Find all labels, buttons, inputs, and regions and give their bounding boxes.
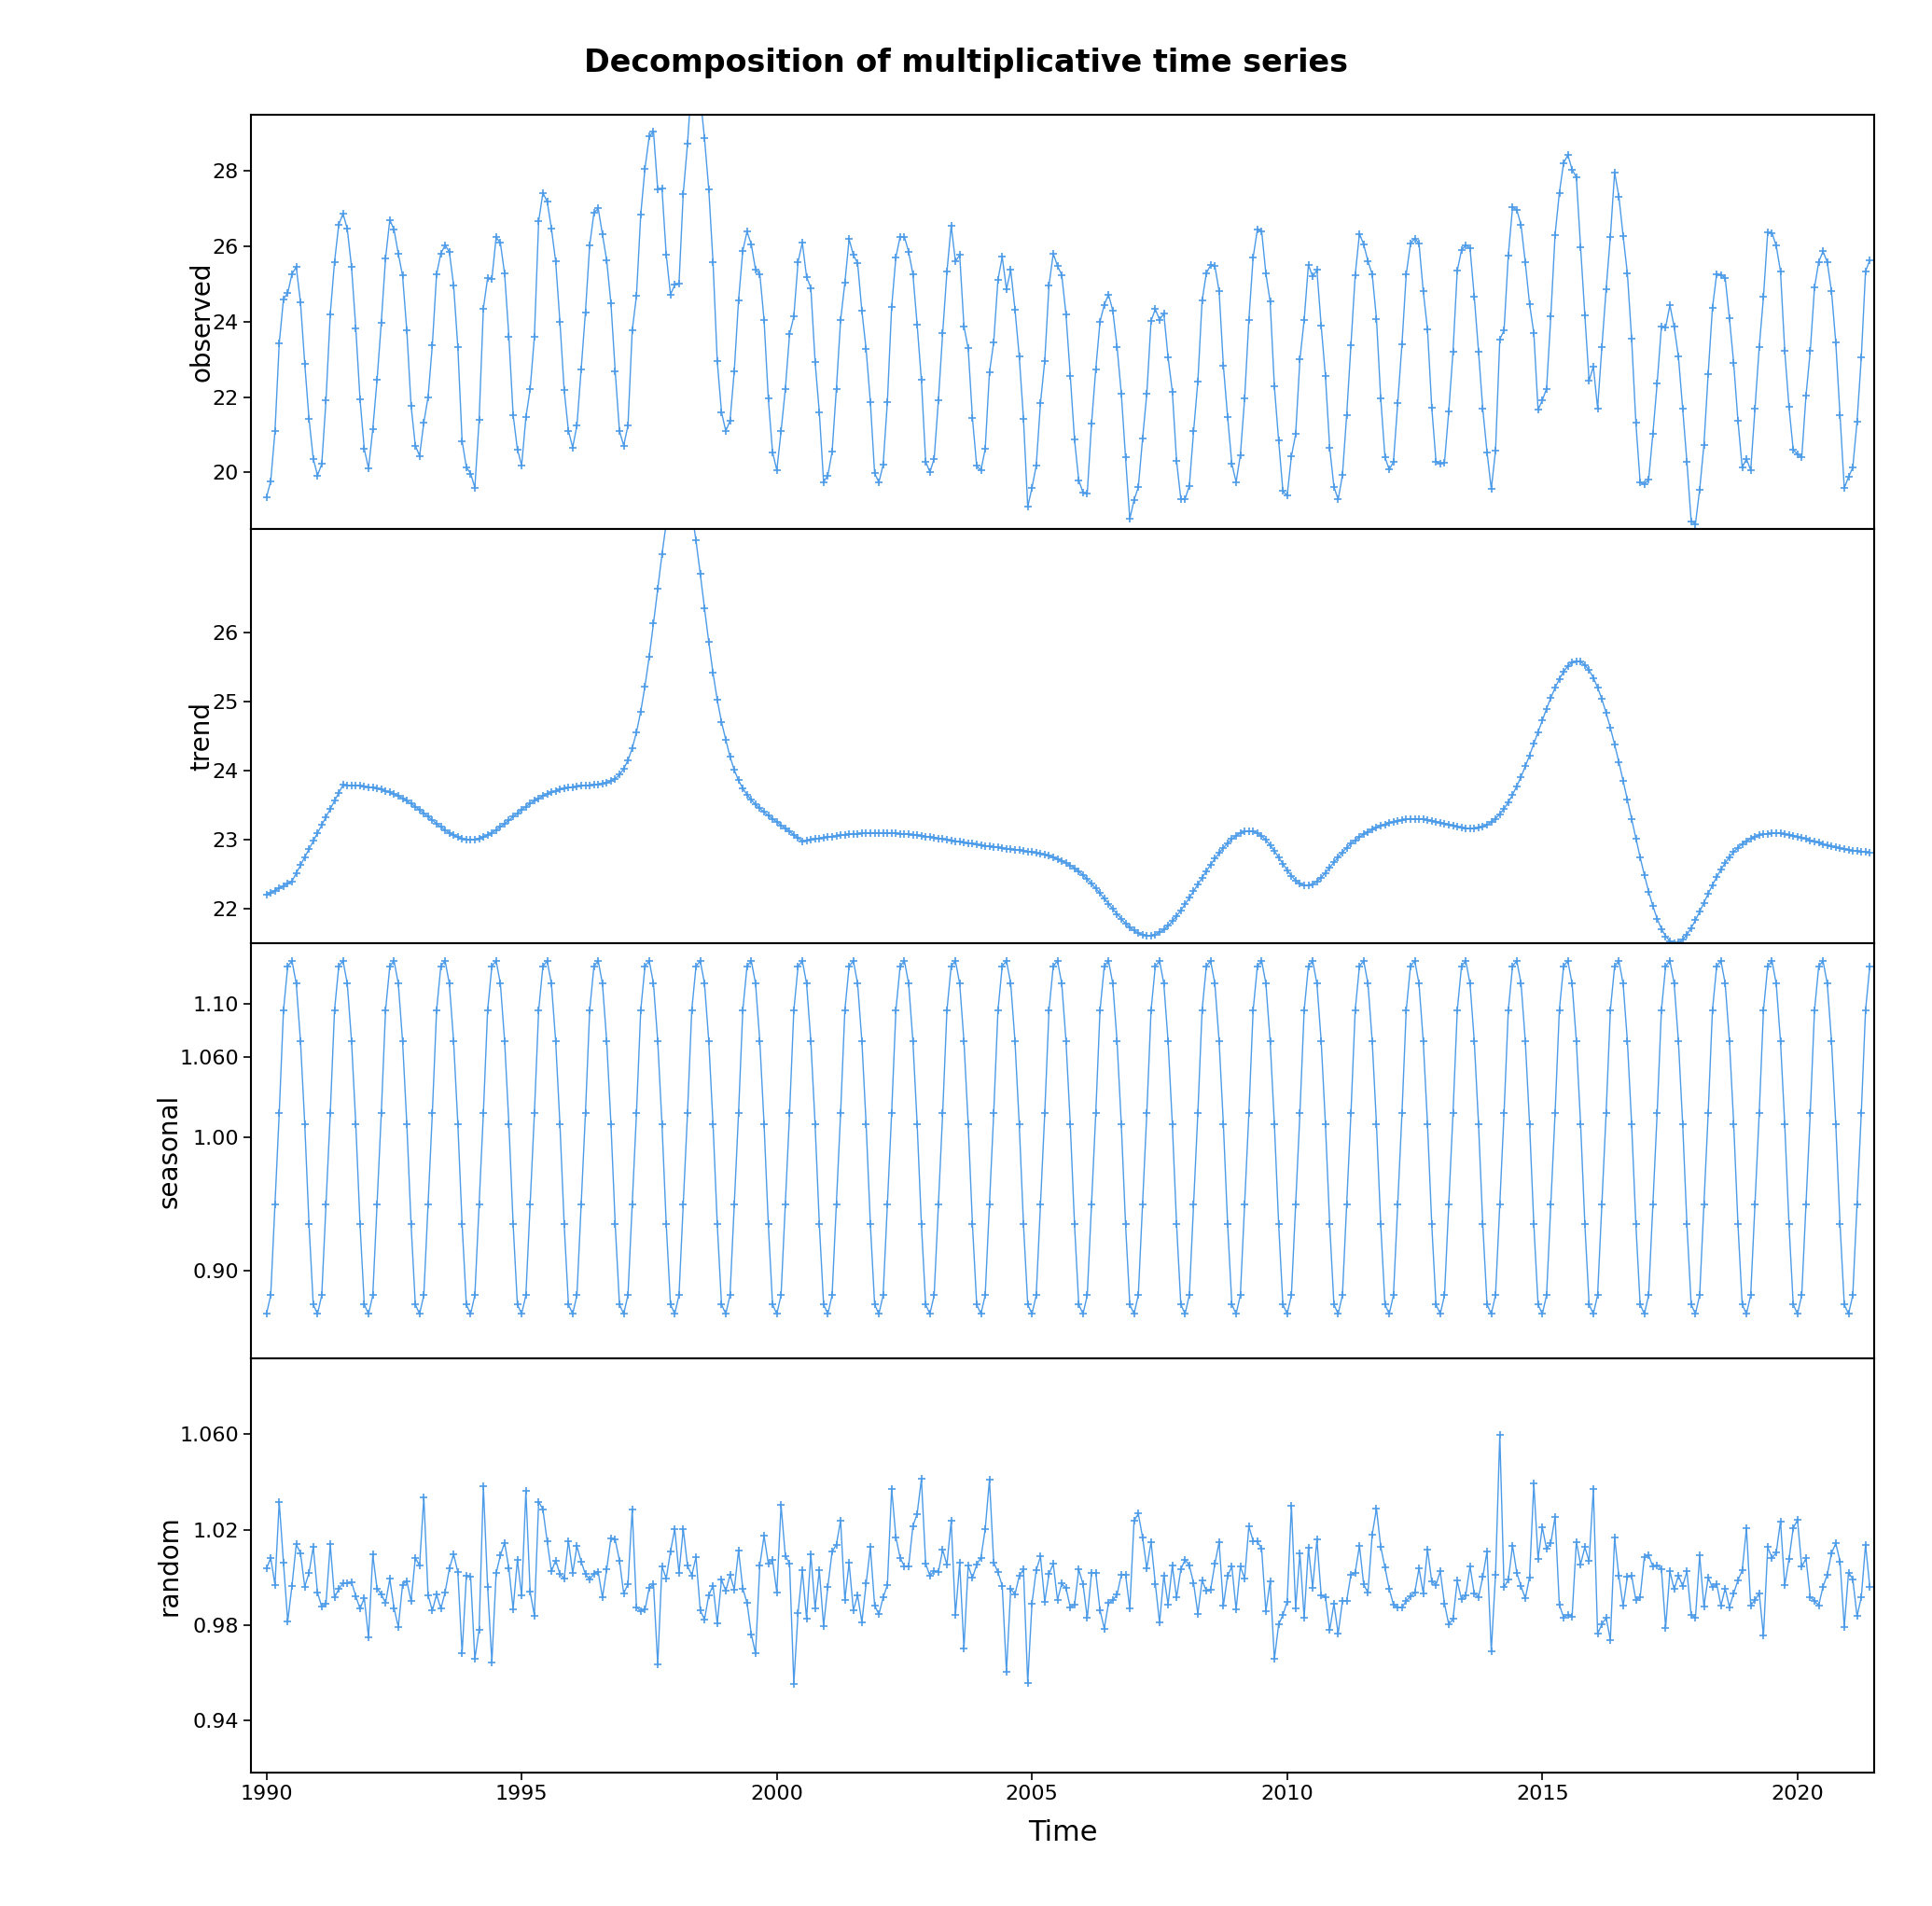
Y-axis label: seasonal: seasonal bbox=[156, 1094, 182, 1208]
Text: Decomposition of multiplicative time series: Decomposition of multiplicative time ser… bbox=[583, 48, 1349, 78]
Y-axis label: trend: trend bbox=[189, 701, 214, 770]
X-axis label: Time: Time bbox=[1028, 1818, 1097, 1847]
Y-axis label: observed: observed bbox=[189, 261, 214, 381]
Y-axis label: random: random bbox=[156, 1515, 182, 1616]
